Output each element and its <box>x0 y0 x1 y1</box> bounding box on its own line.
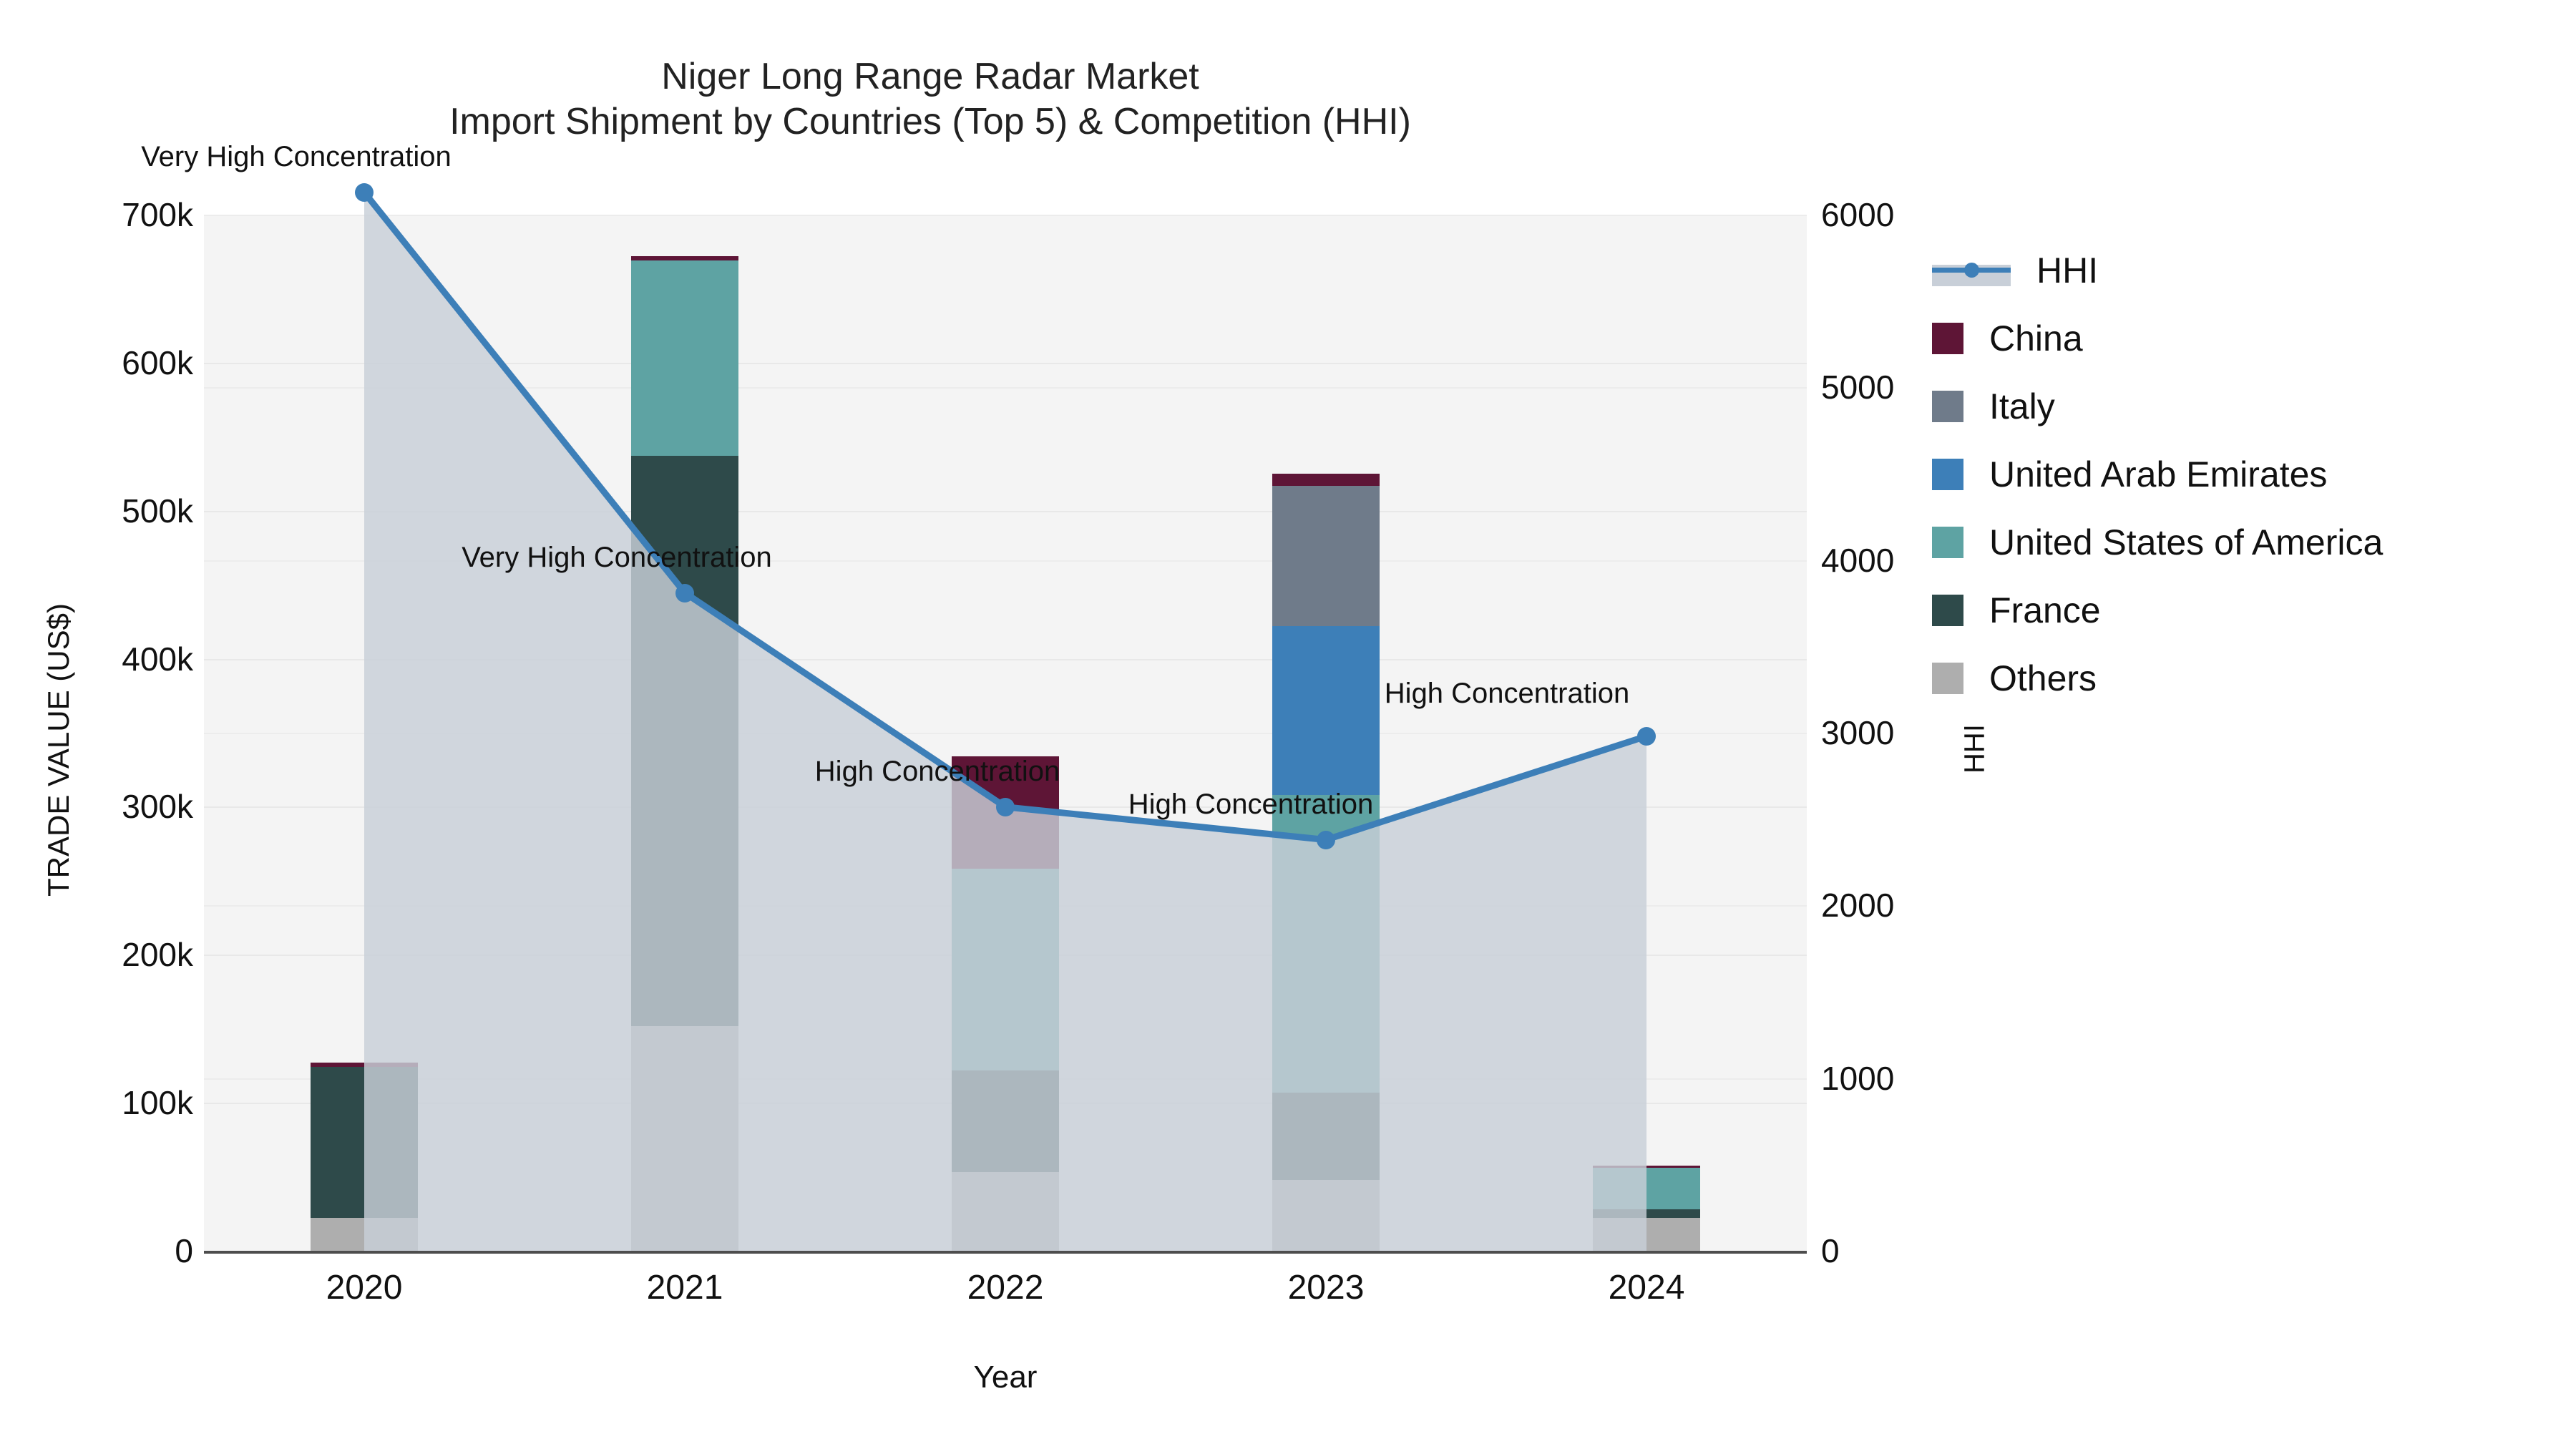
legend-color-swatch <box>1932 322 1963 354</box>
y-axis-right-ticks: 0 1000 2000 3000 4000 5000 6000 <box>1821 0 2036 1449</box>
legend-item[interactable]: France <box>1932 576 2562 644</box>
gridline <box>204 362 1807 364</box>
x-axis-tick-label: 2022 <box>967 1269 1044 1307</box>
y-axis-right-tick-label: 3000 <box>1821 714 1895 751</box>
legend-item-label: HHI <box>2036 250 2099 291</box>
y-axis-right-tick-label: 1000 <box>1821 1059 1895 1097</box>
gridline-secondary <box>204 215 1807 216</box>
legend-color-swatch <box>1932 458 1963 490</box>
hhi-markers-layer <box>204 182 1807 1251</box>
y-axis-label: TRADE VALUE (US$) <box>42 603 75 897</box>
legend-color-swatch <box>1932 662 1963 694</box>
x-axis-tick-label: 2020 <box>326 1269 403 1307</box>
gridline-secondary <box>204 560 1807 562</box>
bar-segment[interactable] <box>1272 474 1380 486</box>
y-axis-right-tick-label: 6000 <box>1821 196 1895 233</box>
bar-segment[interactable] <box>631 255 738 261</box>
legend-item-label: Others <box>1989 658 2097 698</box>
chart-subtitle: Import Shipment by Countries (Top 5) & C… <box>449 101 1411 143</box>
gridline-secondary <box>204 733 1807 734</box>
hhi-data-point[interactable] <box>996 797 1015 816</box>
legend-item[interactable]: United States of America <box>1932 508 2562 576</box>
y-axis-tick-label: 400k <box>122 640 193 678</box>
y-axis-tick-label: 300k <box>122 788 193 826</box>
chart-title-block: Niger Long Range Radar Market Import Shi… <box>0 54 1860 145</box>
y-axis-right-tick-label: 5000 <box>1821 369 1895 406</box>
gridline <box>204 658 1807 660</box>
bar-segment[interactable] <box>631 260 738 457</box>
x-axis-tick-label: 2021 <box>646 1269 723 1307</box>
hhi-annotation: High Concentration <box>814 755 1060 787</box>
legend-item[interactable]: Italy <box>1932 372 2562 440</box>
legend-item-label: China <box>1989 318 2083 358</box>
y-axis-tick-label: 0 <box>175 1232 193 1269</box>
gridline <box>204 510 1807 512</box>
chart-title: Niger Long Range Radar Market <box>661 56 1199 97</box>
legend-color-swatch <box>1932 594 1963 626</box>
bar-segment[interactable] <box>1272 626 1380 795</box>
y-axis-tick-label: 500k <box>122 492 193 530</box>
legend-color-swatch <box>1932 526 1963 558</box>
y-axis-tick-label: 100k <box>122 1084 193 1122</box>
legend-color-swatch <box>1932 390 1963 422</box>
hhi-annotation: Very High Concentration <box>141 140 452 172</box>
x-axis-tick-label: 2024 <box>1608 1269 1685 1307</box>
legend-item-label: Italy <box>1989 386 2055 426</box>
hhi-annotation: High Concentration <box>1384 677 1630 709</box>
hhi-data-point[interactable] <box>675 583 694 602</box>
hhi-annotation: Very High Concentration <box>462 541 772 573</box>
hhi-data-point[interactable] <box>1637 726 1656 746</box>
legend-item-label: United Arab Emirates <box>1989 454 2328 494</box>
gridline-secondary <box>204 387 1807 389</box>
legend-item[interactable]: United Arab Emirates <box>1932 440 2562 508</box>
hhi-data-point[interactable] <box>355 182 374 202</box>
legend-item-label: France <box>1989 590 2101 630</box>
legend-item[interactable]: Others <box>1932 644 2562 712</box>
hhi-data-point[interactable] <box>1317 830 1335 849</box>
y-axis-tick-label: 600k <box>122 343 193 381</box>
x-axis-tick-label: 2023 <box>1287 1269 1365 1307</box>
legend: HHI China Italy United Arab Emirates United … <box>1932 236 2562 712</box>
x-axis-label: Year <box>973 1360 1038 1395</box>
y-axis-left-ticks: 0 100k 200k 300k 400k 500k 600k 700k <box>0 0 195 1449</box>
hhi-annotation: High Concentration <box>1128 788 1374 820</box>
y-axis-tick-label: 200k <box>122 936 193 974</box>
x-axis-line <box>204 1251 1807 1254</box>
y-axis-right-tick-label: 2000 <box>1821 887 1895 924</box>
y-axis-right-tick-label: 0 <box>1821 1232 1840 1269</box>
legend-item[interactable]: HHI <box>1932 236 2562 304</box>
legend-item[interactable]: China <box>1932 304 2562 372</box>
y-axis-right-tick-label: 4000 <box>1821 541 1895 579</box>
legend-line-icon <box>1932 255 2011 286</box>
hhi-area <box>364 192 1646 1251</box>
bar-segment[interactable] <box>1272 485 1380 627</box>
legend-item-label: United States of America <box>1989 522 2384 562</box>
y-axis-tick-label: 700k <box>122 196 193 233</box>
